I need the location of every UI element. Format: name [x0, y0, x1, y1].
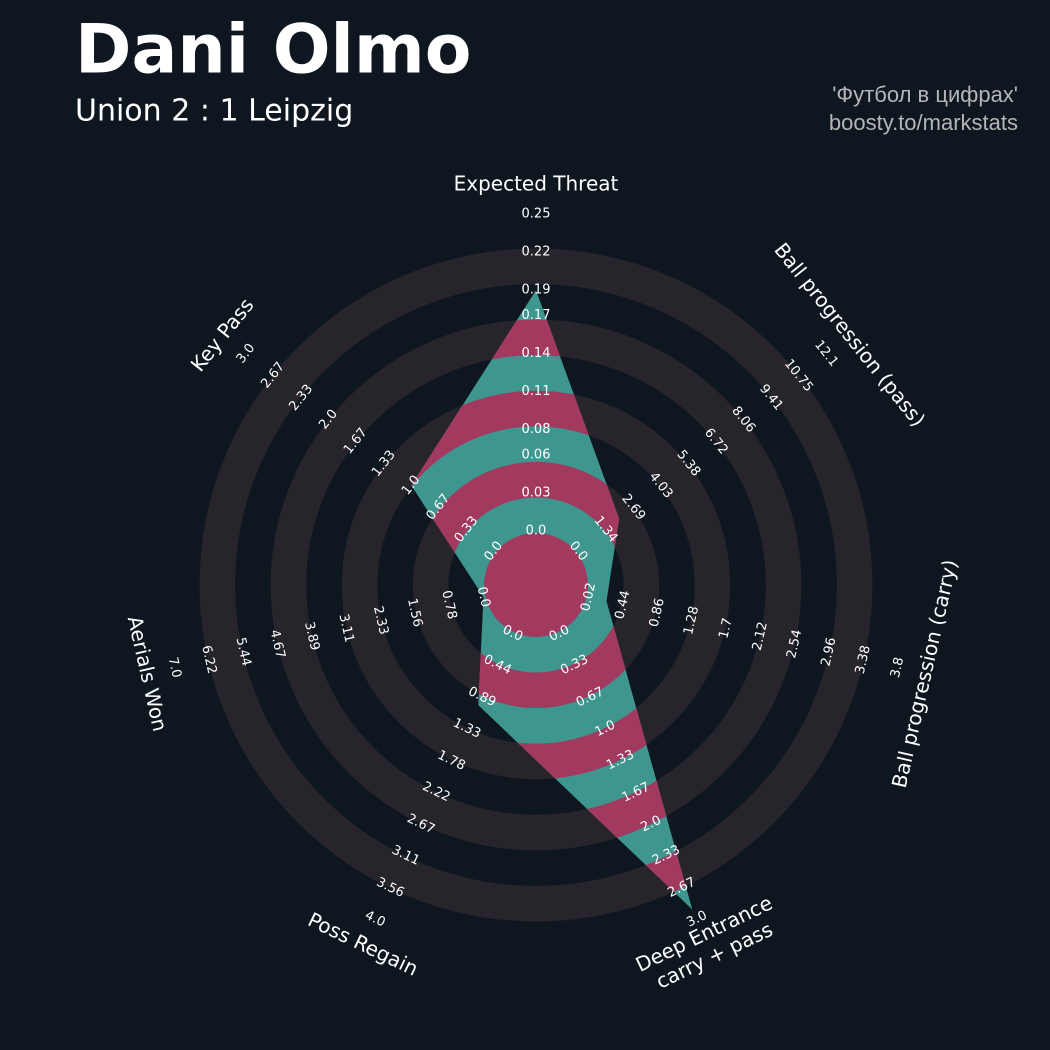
- tick-label: 5.44: [233, 636, 254, 668]
- chart-title: Dani Olmo: [75, 11, 471, 90]
- tick-label: 1.7: [716, 617, 735, 641]
- tick-label: 4.67: [267, 628, 288, 660]
- credit: 'Футбол в цифрах': [832, 82, 1018, 107]
- tick-label: 0.11: [522, 384, 551, 399]
- tick-label: 0.25: [522, 207, 551, 222]
- tick-label: 0.44: [612, 589, 633, 621]
- tick-label: 0.02: [578, 581, 599, 613]
- tick-label: 0.0: [474, 585, 493, 609]
- radar-ring: [484, 533, 588, 637]
- chart-subtitle: Union 2 : 1 Leipzig: [75, 94, 353, 129]
- param-label: Expected Threat: [454, 172, 619, 196]
- tick-label: 0.19: [522, 283, 551, 298]
- tick-label: 7.0: [165, 656, 184, 680]
- param-label: Key Pass: [186, 293, 259, 376]
- tick-label: 3.11: [336, 613, 357, 645]
- tick-label: 1.28: [681, 605, 702, 637]
- tick-label: 2.12: [750, 620, 771, 652]
- tick-label: 0.14: [522, 346, 551, 361]
- param-label: Aerials Won: [123, 614, 173, 734]
- tick-label: 3.8: [888, 656, 907, 680]
- tick-label: 2.33: [370, 605, 391, 637]
- tick-label: 4.0: [362, 908, 387, 930]
- tick-label: 0.17: [522, 308, 551, 323]
- tick-label: 1.56: [404, 597, 425, 629]
- tick-label: 0.22: [522, 245, 551, 260]
- tick-label: 0.0: [526, 524, 547, 539]
- tick-label: 0.86: [647, 597, 668, 629]
- tick-label: 3.38: [853, 644, 874, 676]
- tick-label: 2.54: [784, 628, 805, 660]
- credit: boosty.to/markstats: [829, 110, 1018, 135]
- tick-label: 0.08: [522, 422, 551, 437]
- tick-label: 0.06: [522, 447, 551, 462]
- tick-label: 3.89: [301, 620, 322, 652]
- tick-label: 0.78: [438, 589, 459, 621]
- ring: [199, 248, 873, 922]
- tick-label: 12.1: [811, 338, 841, 370]
- tick-label: 2.96: [818, 636, 839, 668]
- tick-label: 6.22: [198, 644, 219, 676]
- param-label: Deep Entrancecarry + pass: [632, 890, 787, 998]
- tick-label: 3.0: [234, 341, 259, 367]
- tick-label: 0.03: [522, 485, 551, 500]
